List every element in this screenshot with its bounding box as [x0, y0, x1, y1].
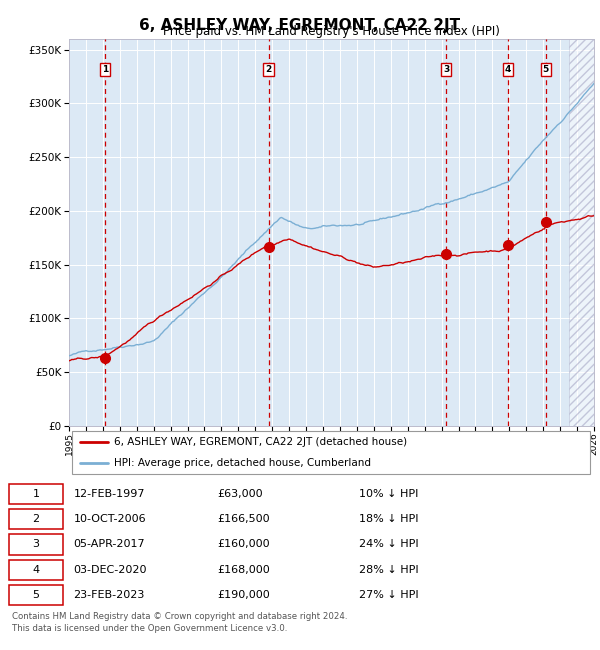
- Text: 23-FEB-2023: 23-FEB-2023: [74, 590, 145, 600]
- FancyBboxPatch shape: [9, 560, 63, 580]
- Text: Contains HM Land Registry data © Crown copyright and database right 2024.
This d: Contains HM Land Registry data © Crown c…: [12, 612, 347, 633]
- FancyBboxPatch shape: [9, 534, 63, 554]
- Text: 5: 5: [542, 64, 549, 73]
- Text: 4: 4: [505, 64, 511, 73]
- FancyBboxPatch shape: [9, 509, 63, 529]
- Text: 2: 2: [265, 64, 272, 73]
- Text: 2: 2: [32, 514, 40, 524]
- Text: £168,000: £168,000: [218, 565, 271, 575]
- Text: 12-FEB-1997: 12-FEB-1997: [74, 489, 145, 499]
- Text: 3: 3: [443, 64, 449, 73]
- Text: 6, ASHLEY WAY, EGREMONT, CA22 2JT (detached house): 6, ASHLEY WAY, EGREMONT, CA22 2JT (detac…: [113, 437, 407, 447]
- Title: Price paid vs. HM Land Registry's House Price Index (HPI): Price paid vs. HM Land Registry's House …: [163, 25, 500, 38]
- Text: 3: 3: [32, 540, 40, 549]
- Text: £190,000: £190,000: [218, 590, 271, 600]
- Text: 24% ↓ HPI: 24% ↓ HPI: [359, 540, 418, 549]
- Text: 1: 1: [32, 489, 40, 499]
- FancyBboxPatch shape: [9, 484, 63, 504]
- Text: 10% ↓ HPI: 10% ↓ HPI: [359, 489, 418, 499]
- Text: £160,000: £160,000: [218, 540, 271, 549]
- Text: 27% ↓ HPI: 27% ↓ HPI: [359, 590, 418, 600]
- Text: 10-OCT-2006: 10-OCT-2006: [74, 514, 146, 524]
- Text: 5: 5: [32, 590, 40, 600]
- Text: 6, ASHLEY WAY, EGREMONT, CA22 2JT: 6, ASHLEY WAY, EGREMONT, CA22 2JT: [139, 18, 461, 33]
- Text: 1: 1: [102, 64, 108, 73]
- Text: 18% ↓ HPI: 18% ↓ HPI: [359, 514, 418, 524]
- Text: £166,500: £166,500: [218, 514, 271, 524]
- Text: £63,000: £63,000: [218, 489, 263, 499]
- Bar: [569, 39, 594, 426]
- FancyBboxPatch shape: [9, 585, 63, 605]
- FancyBboxPatch shape: [71, 431, 590, 474]
- Text: HPI: Average price, detached house, Cumberland: HPI: Average price, detached house, Cumb…: [113, 458, 371, 468]
- Text: 03-DEC-2020: 03-DEC-2020: [74, 565, 147, 575]
- Text: 28% ↓ HPI: 28% ↓ HPI: [359, 565, 418, 575]
- Text: 4: 4: [32, 565, 40, 575]
- Text: 05-APR-2017: 05-APR-2017: [74, 540, 145, 549]
